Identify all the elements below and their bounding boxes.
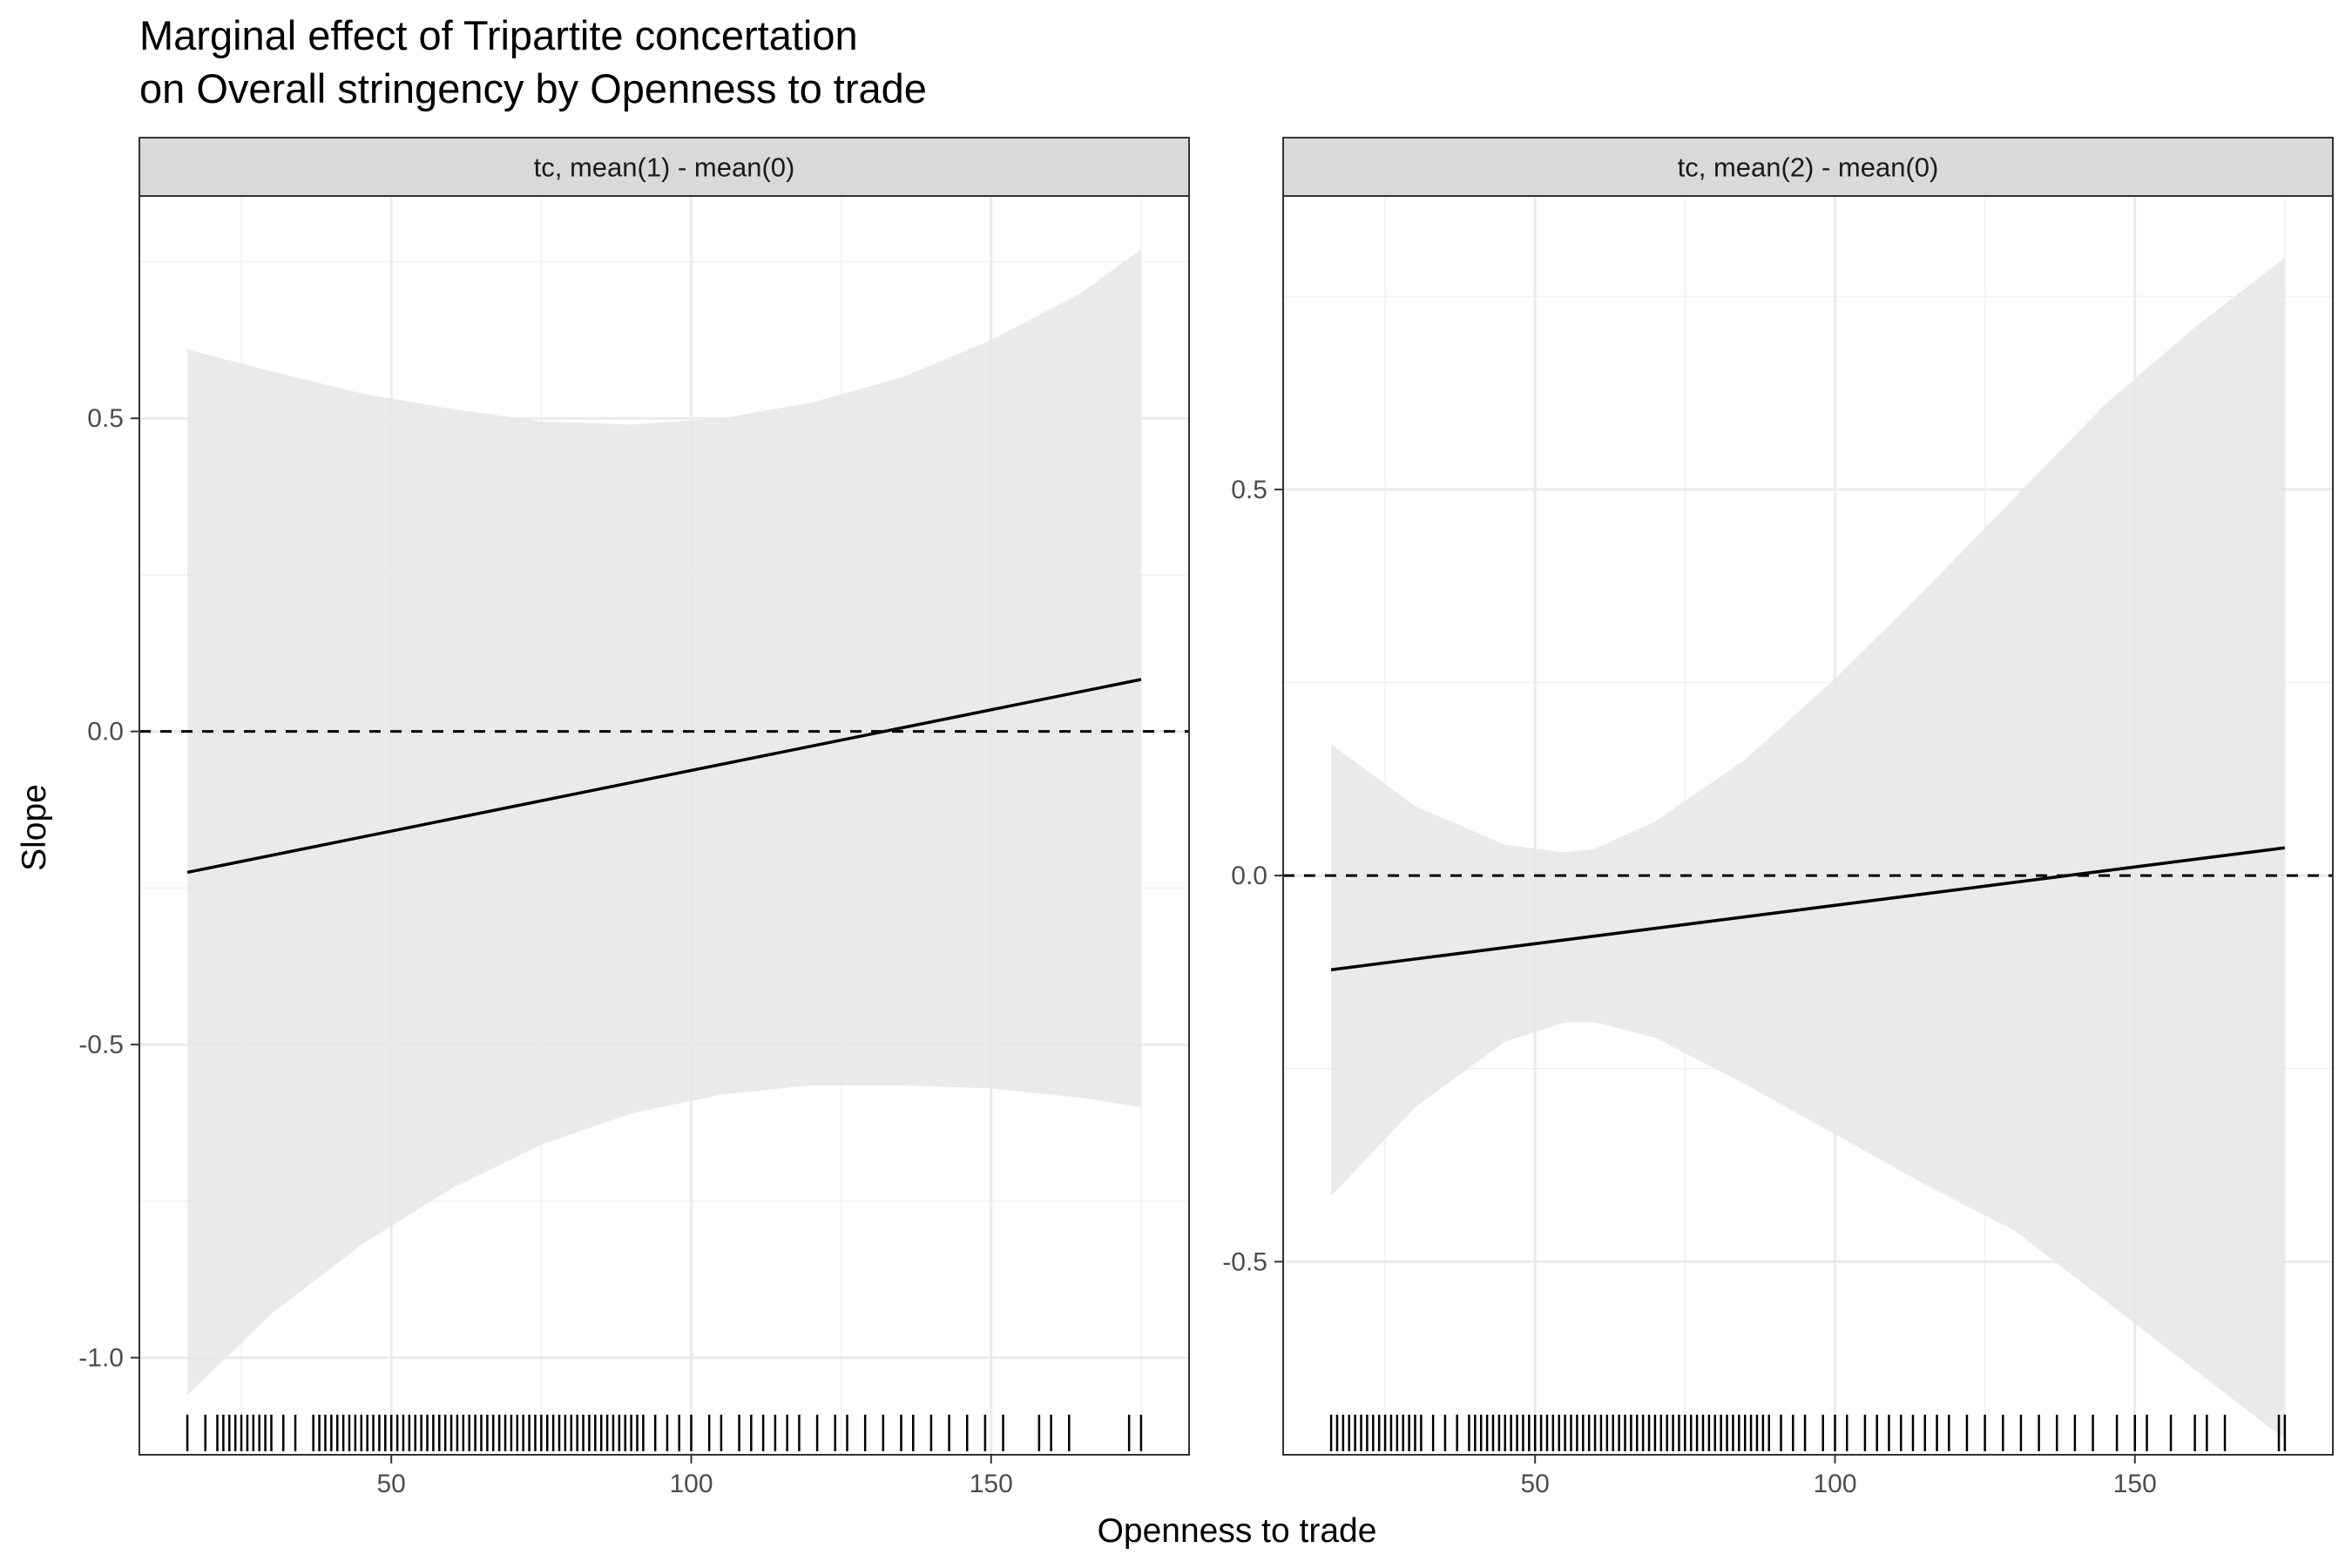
x-tick-label: 50 (1521, 1470, 1550, 1498)
facet-panel-1: tc, mean(1) - mean(0) 50 100 150 -1.0 -0.5 0.0… (78, 137, 1190, 1498)
x-axis-title: Openness to trade (1098, 1512, 1377, 1550)
facet-strip-label: tc, mean(2) - mean(0) (1678, 152, 1939, 183)
panel-border (139, 195, 1190, 1456)
y-axis-title: Slope (16, 784, 53, 871)
chart-title-line-1: Marginal effect of Tripartite concertati… (139, 12, 858, 58)
facet-strip (139, 137, 1190, 197)
confidence-ribbon (1331, 257, 2285, 1440)
y-tick-label: 0.5 (1231, 476, 1267, 504)
estimate-line (1330, 846, 2286, 972)
y-tick-label: 0.5 (87, 404, 124, 433)
facet-strip-label: tc, mean(1) - mean(0) (534, 152, 795, 183)
x-tick-label: 150 (970, 1470, 1013, 1498)
y-tick-label: -0.5 (78, 1031, 124, 1059)
y-tick-label: 0.0 (87, 718, 124, 747)
panel-border (1282, 195, 2334, 1456)
x-tick-label: 100 (669, 1470, 713, 1498)
chart-title-line-2: on Overall stringency by Openness to tra… (139, 65, 927, 112)
y-tick-label: 0.0 (1231, 862, 1267, 890)
x-tick-label: 50 (377, 1470, 406, 1498)
y-tick-label: -0.5 (1222, 1247, 1267, 1276)
y-tick-label: -1.0 (78, 1344, 124, 1373)
facet-panel-2: tc, mean(2) - mean(0) 50 100 150 -0.5 0.0 0.5 (1222, 137, 2334, 1498)
confidence-ribbon (187, 249, 1141, 1396)
x-tick-label: 150 (2113, 1470, 2157, 1498)
x-tick-label: 100 (1813, 1470, 1856, 1498)
estimate-line (186, 678, 1142, 875)
